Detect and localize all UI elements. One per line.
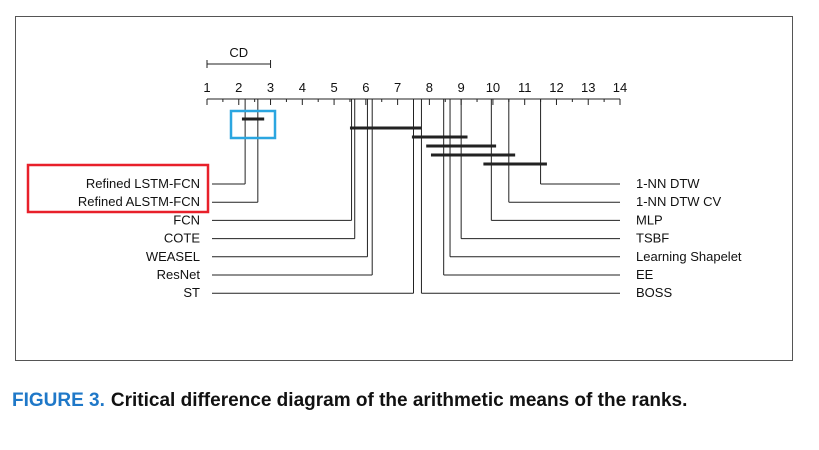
axis-tick-label-9: 9 [458, 80, 465, 95]
right-method-label: MLP [636, 212, 663, 227]
caption-text: Critical difference diagram of the arith… [110, 390, 688, 411]
red-highlight-box [26, 163, 210, 214]
left-method-label: COTE [164, 231, 200, 246]
axis-tick-label-11: 11 [518, 80, 532, 95]
figure-label: FIGURE 3. [12, 390, 105, 411]
figure-caption: FIGURE 3. Critical difference diagram of … [12, 388, 792, 413]
left-method-label: Refined ALSTM-FCN [78, 194, 200, 209]
axis-tick-label-12: 12 [549, 80, 563, 95]
left-method-label: WEASEL [146, 249, 200, 264]
right-method-label: TSBF [636, 231, 669, 246]
left-method-label: Refined LSTM-FCN [86, 176, 200, 191]
axis-tick-label-10: 10 [486, 80, 500, 95]
right-method-label: BOSS [636, 285, 672, 300]
axis-tick-label-7: 7 [394, 80, 401, 95]
axis-tick-label-1: 1 [203, 80, 210, 95]
axis-tick-label-14: 14 [613, 80, 627, 95]
axis-tick-label-2: 2 [235, 80, 242, 95]
right-method-label: EE [636, 267, 654, 282]
right-method-label: 1-NN DTW [636, 176, 700, 191]
axis-tick-label-13: 13 [581, 80, 595, 95]
axis-tick-label-8: 8 [426, 80, 433, 95]
right-method-label: Learning Shapelet [636, 249, 742, 264]
left-method-label: ResNet [157, 267, 201, 282]
right-method-label: 1-NN DTW CV [636, 194, 722, 209]
axis-tick-label-3: 3 [267, 80, 274, 95]
left-method-label: ST [183, 285, 200, 300]
blue-highlight-box [229, 109, 277, 140]
diagram-frame: 1 2 3 4 5 6 7 8 9 10 11 12 13 14 CD Refined LSTM-FCN Ref… [15, 16, 793, 361]
axis-tick-label-6: 6 [362, 80, 369, 95]
axis-tick-label-5: 5 [330, 80, 337, 95]
axis-tick-label-4: 4 [299, 80, 306, 95]
cd-label: CD [229, 45, 248, 60]
left-method-label: FCN [173, 212, 200, 227]
